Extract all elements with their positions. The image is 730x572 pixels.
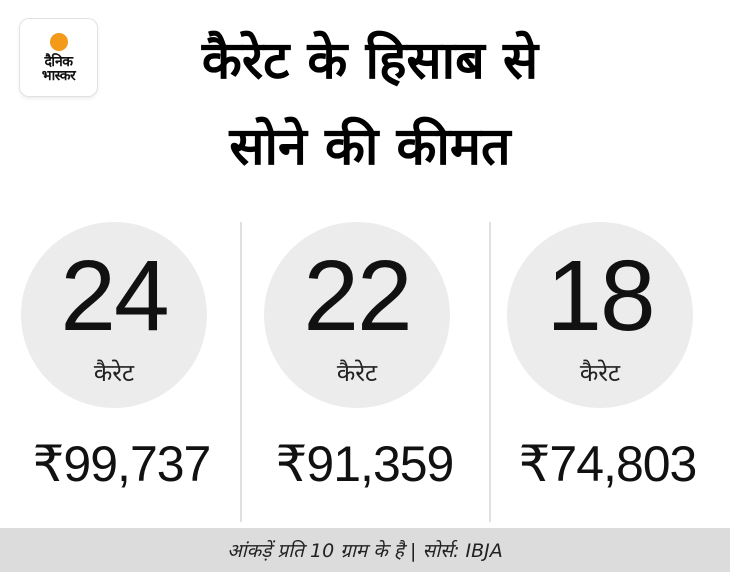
karat-circle: 24 कैरेट (21, 222, 207, 408)
price-value: ₹91,359 (275, 436, 455, 492)
karat-unit-label: कैरेट (93, 359, 135, 387)
price-value: ₹99,737 (32, 436, 212, 492)
karat-value: 22 (303, 240, 412, 352)
price-value: ₹74,803 (518, 436, 698, 492)
sun-icon (49, 32, 68, 51)
karat-value: 24 (60, 240, 169, 352)
karat-value: 18 (546, 240, 655, 352)
title-line2: सोने की कीमत (229, 117, 511, 177)
page-title: कैरेट के हिसाब से सोने की कीमत (110, 18, 630, 190)
karat-circle: 18 कैरेट (507, 222, 693, 408)
logo-text-line2: भास्कर (41, 67, 76, 84)
karat-unit-label: कैरेट (579, 359, 621, 387)
karat-circle: 22 कैरेट (264, 222, 450, 408)
karat-card-22: 22 कैरेट ₹91,359 (243, 222, 486, 522)
footer-note: आंकड़ें प्रति 10 ग्राम के है | सोर्स: IB… (227, 540, 503, 562)
source-footer: आंकड़ें प्रति 10 ग्राम के है | सोर्स: IB… (0, 528, 730, 572)
karat-card-24: 24 कैरेट ₹99,737 (0, 222, 243, 522)
column-divider (240, 222, 242, 522)
column-divider (489, 222, 491, 522)
dainik-bhaskar-logo: दैनिक भास्कर (20, 19, 97, 96)
karat-unit-label: कैरेट (336, 359, 378, 387)
price-columns: 24 कैरेट ₹99,737 22 कैरेट ₹91,359 18 कैर… (0, 222, 730, 522)
title-line1: कैरेट के हिसाब से (201, 31, 539, 91)
karat-card-18: 18 कैरेट ₹74,803 (486, 222, 729, 522)
logo-text-line1: दैनिक (44, 53, 73, 70)
